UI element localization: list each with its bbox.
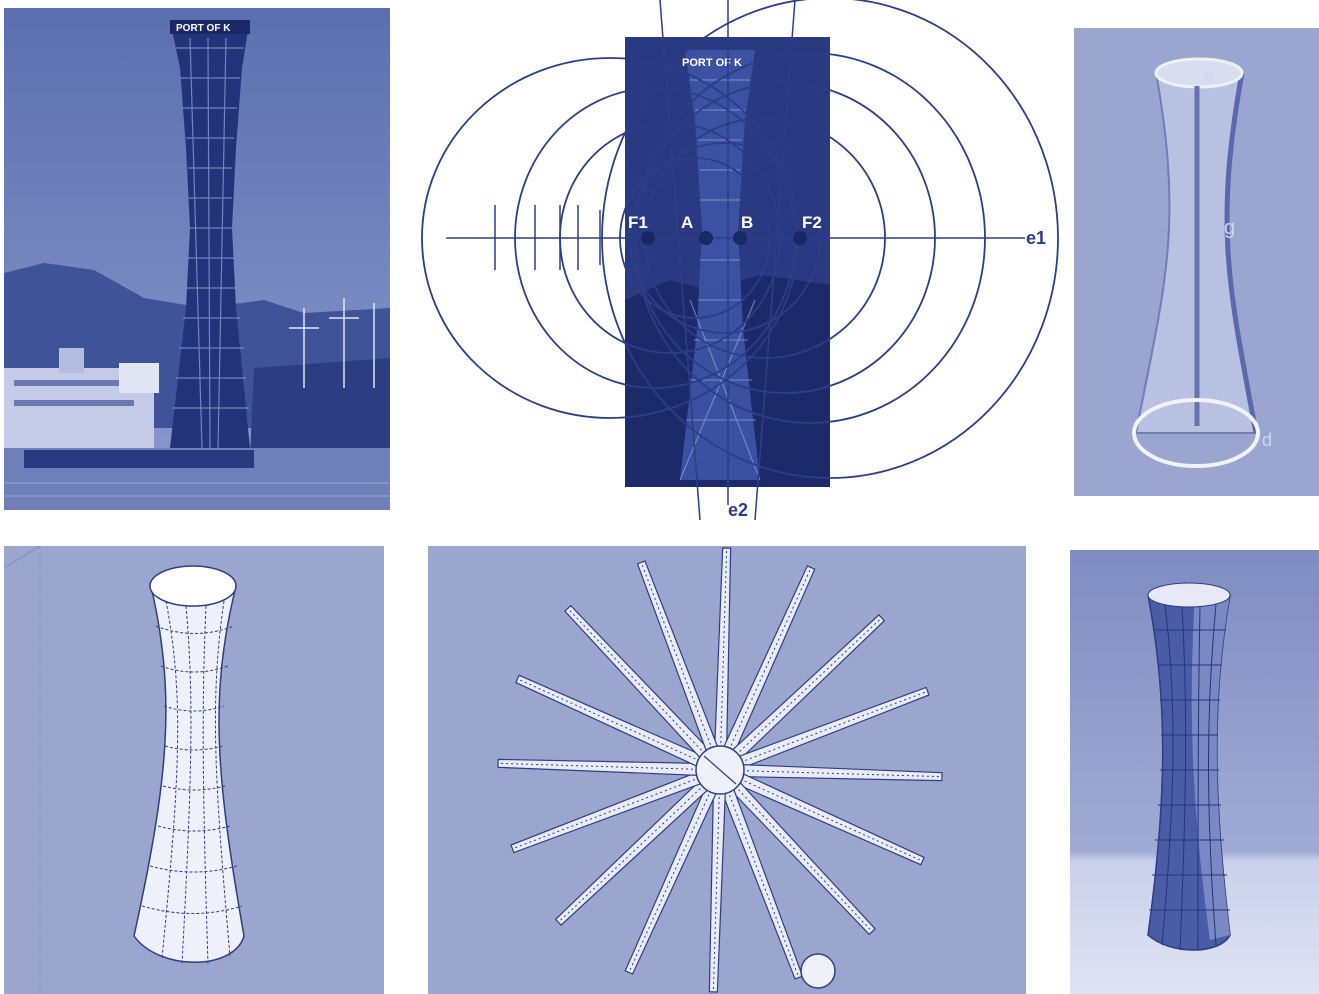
label-e: e bbox=[1204, 66, 1214, 86]
center-diagonal bbox=[703, 755, 737, 785]
wireframe-tower bbox=[4, 546, 384, 994]
strip-fold-line bbox=[567, 608, 706, 755]
base-circle bbox=[1132, 398, 1260, 468]
point-F2 bbox=[793, 231, 807, 245]
strip-fold-line bbox=[512, 777, 700, 850]
strip-fold-line bbox=[735, 617, 882, 756]
label-F1: F1 bbox=[628, 213, 648, 232]
point-F1 bbox=[641, 231, 655, 245]
label-e2: e2 bbox=[728, 500, 748, 520]
label-d: d bbox=[1262, 430, 1272, 450]
star-net bbox=[428, 546, 1026, 994]
strip-fold-line bbox=[727, 790, 800, 978]
point-A bbox=[699, 231, 713, 245]
paper-model-panel bbox=[1070, 550, 1319, 994]
tower-photo-panel: PORT OF K bbox=[4, 8, 390, 510]
tower-photo: PORT OF K bbox=[4, 8, 390, 510]
strip-fold-line bbox=[720, 548, 728, 749]
hyperboloid-surface: e g d bbox=[1074, 28, 1319, 496]
star-net-panel bbox=[428, 546, 1026, 994]
strip-fold-line bbox=[741, 770, 942, 778]
strip-fold-line bbox=[640, 562, 713, 750]
strip-fold-line bbox=[728, 567, 812, 751]
label-e1: e1 bbox=[1026, 228, 1046, 248]
label-g: g bbox=[1224, 217, 1235, 239]
label-B: B bbox=[741, 213, 753, 232]
label-A: A bbox=[681, 213, 693, 232]
hyperboloid-panel: e g d bbox=[1074, 28, 1319, 496]
base-disc bbox=[800, 953, 836, 989]
strip-fold-line bbox=[498, 762, 699, 770]
generator-line bbox=[1224, 72, 1259, 434]
strip-fold-line bbox=[712, 791, 720, 992]
point-B bbox=[733, 231, 747, 245]
paper-model bbox=[1070, 550, 1319, 994]
wireframe-panel bbox=[4, 546, 384, 994]
strip-fold-line bbox=[734, 785, 873, 932]
label-F2: F2 bbox=[802, 213, 822, 232]
ellipse-construction-panel: PORT OF K F bbox=[410, 0, 1060, 525]
ellipse-construction: PORT OF K F bbox=[421, 0, 1059, 521]
inset-sign: PORT OF K bbox=[682, 57, 742, 69]
tower-sign: PORT OF K bbox=[176, 23, 231, 34]
